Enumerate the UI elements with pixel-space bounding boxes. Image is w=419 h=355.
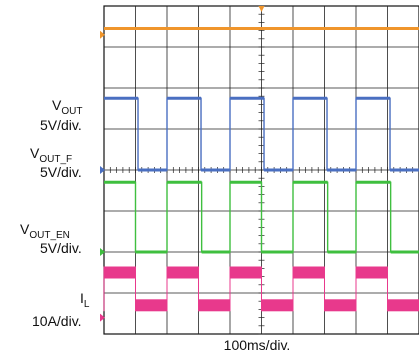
scope-traces [100, 27, 419, 322]
channel-scale-vout-f: 5V/div. [40, 164, 82, 180]
trace-il-low-band [261, 299, 293, 312]
channel-label-vout-f: VOUT_F 5V/div. [30, 145, 82, 180]
channel-label-il-name: IL [80, 290, 90, 310]
trace-il-low-band [324, 299, 356, 312]
channel-label-il: IL 10A/div. [32, 290, 90, 329]
time-scale-label: 100ms/div. [224, 337, 291, 353]
trace-il-high-band [167, 266, 199, 279]
trigger-marker [258, 6, 265, 12]
channel-label-vout-name: VOUT [52, 97, 82, 117]
ground-marker [100, 248, 105, 256]
channel-label-vout-f-name: VOUT_F [30, 145, 72, 165]
trace-il-high-band [104, 266, 136, 279]
channel-scale-il: 10A/div. [32, 313, 82, 329]
trace-il-high-band [356, 266, 388, 279]
trace-3-edges [104, 181, 419, 253]
ground-marker [100, 30, 105, 39]
channel-label-vout-en: VOUT_EN 5V/div. [20, 221, 82, 256]
trace-il-low-band [135, 299, 167, 312]
channel-scale-vout-en: 5V/div. [40, 240, 82, 256]
trace-il-low-band [387, 299, 419, 312]
trace-1-edges [104, 97, 419, 171]
ground-marker [100, 166, 105, 174]
channel-scale-vout: 5V/div. [40, 117, 82, 133]
trace-il-low-band [198, 299, 230, 312]
ground-marker [100, 313, 105, 322]
trace-il-high-band [293, 266, 325, 279]
trace-il-high-band [230, 266, 262, 279]
channel-label-vout: VOUT 5V/div. [40, 97, 82, 133]
channel-label-vout-en-name: VOUT_EN [20, 221, 70, 241]
